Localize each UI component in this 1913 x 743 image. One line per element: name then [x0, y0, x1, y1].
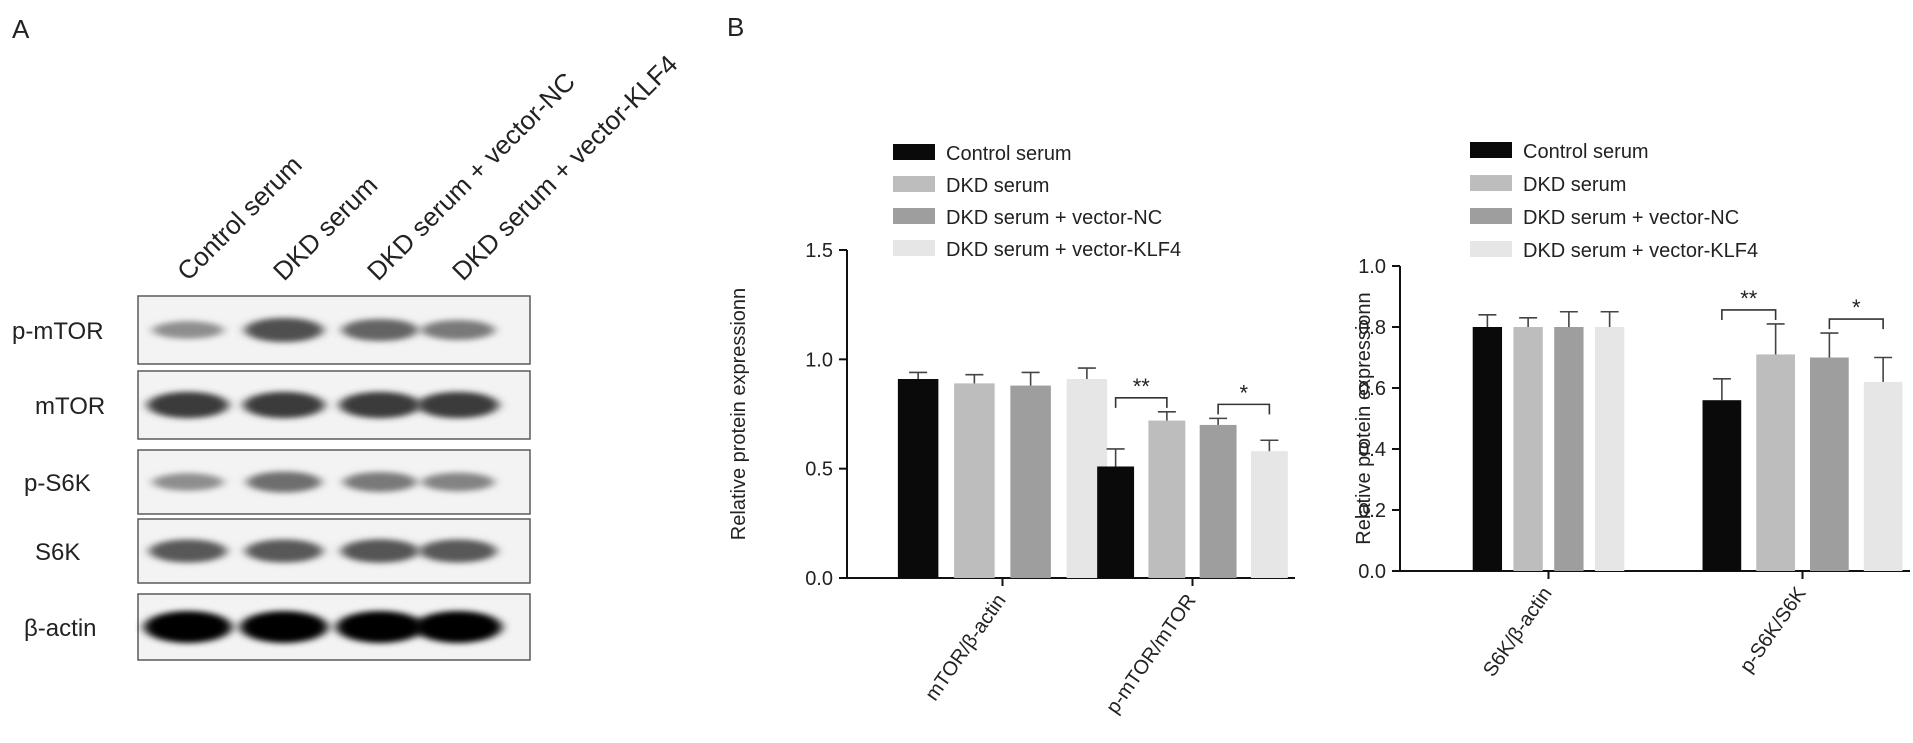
significance-bracket — [1114, 397, 1168, 408]
blot-row: S6K — [35, 518, 531, 584]
significance-label: ** — [1740, 286, 1758, 311]
legend-swatch — [1470, 175, 1512, 191]
legend-swatch — [893, 240, 935, 256]
legend-swatch — [893, 144, 935, 160]
blot-band — [341, 318, 419, 342]
blot-band — [149, 539, 227, 563]
bar — [897, 379, 939, 578]
significance-bracket — [1721, 309, 1777, 320]
panel-letter-a: A — [12, 14, 30, 44]
blot-band — [414, 611, 502, 643]
significance-label: ** — [1133, 374, 1151, 399]
legend-swatch — [1470, 142, 1512, 158]
blot-band — [245, 539, 323, 563]
blot-band — [339, 391, 421, 419]
blot-row: mTOR — [35, 370, 531, 440]
blot-band — [340, 539, 420, 563]
blot-band — [152, 473, 224, 491]
significance-label: * — [1852, 295, 1861, 320]
bar — [1594, 327, 1625, 571]
bar — [1148, 420, 1186, 578]
y-tick-label: 1.0 — [805, 349, 833, 371]
blot-row-label: S6K — [35, 539, 80, 566]
x-tick-label: S6K/β-actin — [1479, 583, 1557, 681]
legend-swatch — [1470, 241, 1512, 257]
blot-rows: p-mTOR mTOR p-S6K S6K β-actin — [12, 295, 531, 661]
y-tick-label: 1.0 — [1358, 256, 1386, 278]
bar — [1250, 451, 1288, 578]
panel-letter-b: B — [727, 12, 744, 42]
y-tick-label: 0.6 — [1358, 378, 1386, 400]
legend-swatch — [893, 176, 935, 192]
x-tick-label: p-S6K/S6K — [1736, 583, 1811, 677]
significance-label: * — [1239, 380, 1248, 405]
bar — [1554, 327, 1584, 571]
bar — [1810, 357, 1849, 571]
y-tick-label: 0.0 — [1358, 561, 1386, 583]
blot-row: β-actin — [24, 593, 531, 661]
significance-bracket — [1828, 318, 1884, 330]
x-tick-label: p-mTOR/mTOR — [1102, 590, 1201, 718]
y-tick-label: 0.0 — [805, 568, 833, 590]
y-tick-label: 0.4 — [1358, 439, 1386, 461]
blot-band — [152, 321, 224, 339]
y-tick-label: 0.5 — [805, 459, 833, 481]
blot-band — [240, 611, 328, 643]
bar — [1756, 354, 1795, 571]
bar — [1097, 466, 1135, 578]
bar — [1199, 424, 1237, 578]
blot-band — [336, 611, 424, 643]
blot-band — [243, 391, 325, 419]
blot-band — [244, 317, 324, 343]
blot-band — [246, 471, 322, 493]
legend-label: DKD serum + vector-NC — [1523, 207, 1739, 229]
blot-row-label: β-actin — [24, 615, 97, 642]
bar — [1472, 327, 1503, 571]
bar-chart-mtor: Control serum DKD serum DKD serum + vector… — [728, 143, 1295, 718]
bar — [1010, 385, 1051, 578]
legend-swatch — [893, 208, 935, 224]
y-tick-label: 0.2 — [1358, 500, 1386, 522]
blot-band — [144, 611, 232, 643]
legend-label: DKD serum — [946, 175, 1049, 197]
x-tick-label: mTOR/β-actin — [921, 590, 1010, 705]
y-tick-label: 1.5 — [805, 240, 833, 262]
y-axis-label: Relative protein expressionn — [728, 288, 750, 540]
blot-row: p-S6K — [24, 449, 531, 515]
blot-row: p-mTOR — [12, 295, 531, 365]
legend-label: DKD serum + vector-KLF4 — [1523, 240, 1758, 262]
blot-row-label: p-S6K — [24, 470, 91, 497]
blot-band — [421, 472, 495, 492]
legend-label: DKD serum + vector-NC — [946, 207, 1162, 229]
bar — [1513, 327, 1543, 571]
y-tick-label: 0.8 — [1358, 317, 1386, 339]
blot-band — [417, 391, 499, 419]
legend-label: Control serum — [946, 143, 1072, 165]
bar — [1702, 400, 1742, 571]
blot-band — [147, 391, 229, 419]
bar — [954, 383, 995, 578]
significance-bracket — [1217, 403, 1271, 415]
blot-row-label: mTOR — [35, 393, 105, 420]
legend-label: DKD serum — [1523, 174, 1626, 196]
blot-band — [343, 472, 417, 492]
legend-label: DKD serum + vector-KLF4 — [946, 239, 1181, 261]
legend-swatch — [1470, 208, 1512, 224]
bar — [1863, 381, 1903, 571]
blot-band — [421, 320, 495, 340]
blot-band — [419, 539, 497, 563]
blot-row-label: p-mTOR — [12, 318, 104, 345]
legend-label: Control serum — [1523, 141, 1649, 163]
bar-chart-s6k: Control serum DKD serum DKD serum + vector… — [1353, 141, 1910, 681]
y-axis-label: Relative protein expressionn — [1353, 292, 1375, 544]
